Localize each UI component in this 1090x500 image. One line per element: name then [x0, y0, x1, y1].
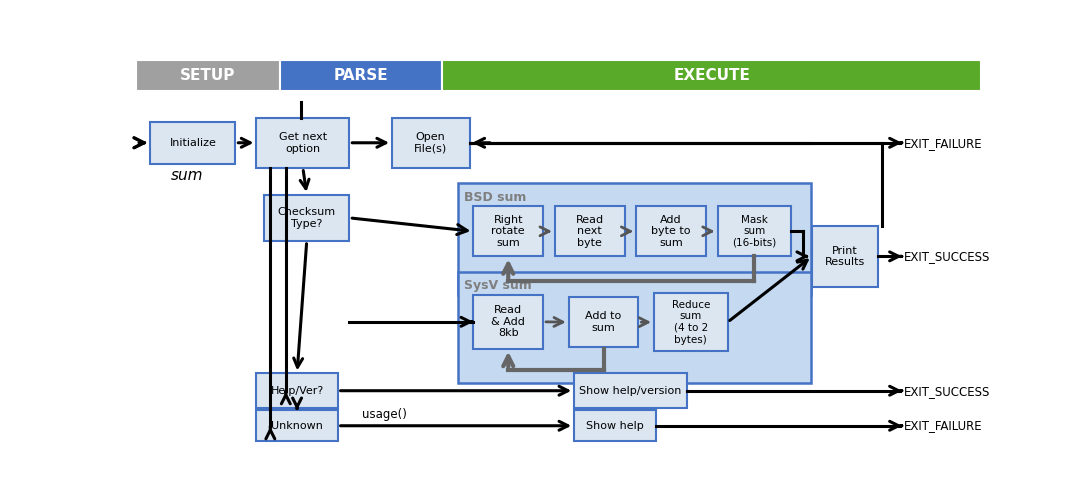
FancyBboxPatch shape	[555, 206, 625, 256]
Text: Checksum
Type?: Checksum Type?	[278, 207, 336, 229]
Text: EXECUTE: EXECUTE	[674, 68, 750, 83]
Bar	[280, 60, 443, 91]
FancyBboxPatch shape	[569, 297, 639, 347]
Text: Right
rotate
sum: Right rotate sum	[492, 214, 525, 248]
Text: usage(): usage()	[362, 408, 407, 420]
FancyBboxPatch shape	[654, 294, 728, 351]
Text: Add
byte to
sum: Add byte to sum	[651, 214, 691, 248]
Text: SysV sum: SysV sum	[464, 279, 532, 292]
FancyBboxPatch shape	[256, 410, 338, 441]
FancyBboxPatch shape	[264, 194, 350, 241]
Text: PARSE: PARSE	[334, 68, 388, 83]
Text: BSD sum: BSD sum	[464, 190, 526, 203]
Text: Show help/version: Show help/version	[579, 386, 681, 396]
FancyBboxPatch shape	[574, 410, 655, 441]
FancyBboxPatch shape	[256, 374, 338, 408]
FancyBboxPatch shape	[637, 206, 706, 256]
Text: Print
Results: Print Results	[825, 246, 865, 267]
Text: EXIT_SUCCESS: EXIT_SUCCESS	[904, 384, 990, 398]
FancyBboxPatch shape	[473, 206, 543, 256]
Text: Unknown: Unknown	[271, 421, 323, 430]
FancyBboxPatch shape	[256, 118, 350, 168]
Bar	[443, 60, 981, 91]
Text: Show help: Show help	[586, 421, 644, 430]
Bar	[136, 60, 280, 91]
FancyBboxPatch shape	[150, 122, 235, 164]
Text: Read
& Add
8kb: Read & Add 8kb	[492, 305, 525, 338]
Text: Reduce
sum
(4 to 2
bytes): Reduce sum (4 to 2 bytes)	[671, 300, 710, 344]
Text: EXIT_FAILURE: EXIT_FAILURE	[904, 136, 982, 149]
Text: Get next
option: Get next option	[279, 132, 327, 154]
Text: Open
File(s): Open File(s)	[414, 132, 447, 154]
FancyBboxPatch shape	[717, 206, 791, 256]
FancyBboxPatch shape	[392, 118, 470, 168]
Text: SETUP: SETUP	[180, 68, 235, 83]
Text: Help/Ver?: Help/Ver?	[270, 386, 324, 396]
Text: sum: sum	[170, 168, 203, 183]
FancyBboxPatch shape	[574, 374, 687, 408]
Text: Initialize: Initialize	[169, 138, 216, 148]
FancyBboxPatch shape	[812, 226, 877, 287]
Text: EXIT_SUCCESS: EXIT_SUCCESS	[904, 250, 990, 263]
Text: Mask
sum
(16-bits): Mask sum (16-bits)	[732, 214, 776, 248]
FancyBboxPatch shape	[473, 295, 543, 349]
FancyBboxPatch shape	[458, 183, 811, 295]
FancyBboxPatch shape	[458, 272, 811, 384]
Text: Add to
sum: Add to sum	[585, 312, 621, 333]
Text: EXIT_FAILURE: EXIT_FAILURE	[904, 419, 982, 432]
Text: Read
next
byte: Read next byte	[576, 214, 604, 248]
